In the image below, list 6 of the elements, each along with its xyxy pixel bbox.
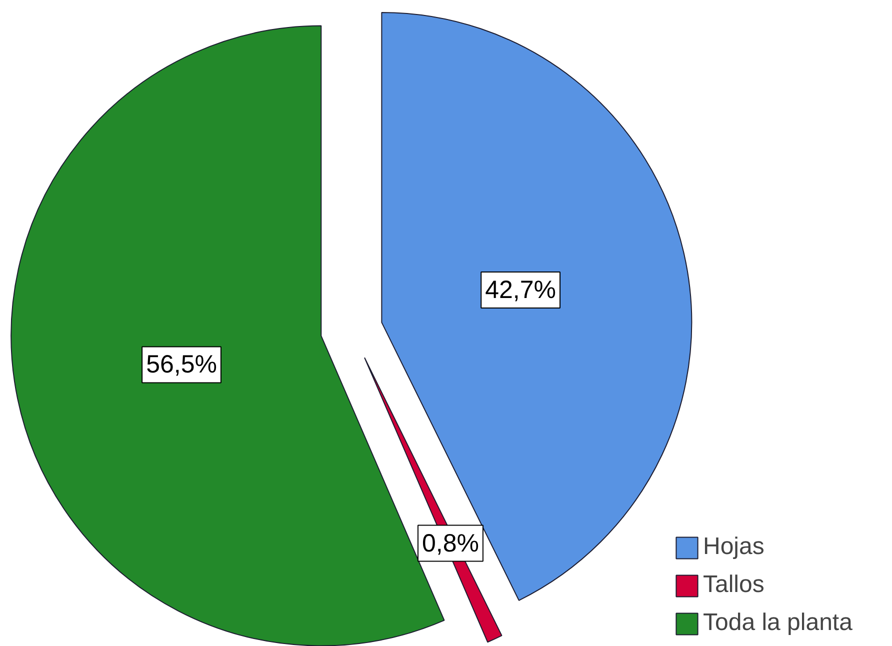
data-label: 0,8% <box>422 529 479 558</box>
data-label: 42,7% <box>485 276 556 304</box>
legend-label: Toda la planta <box>703 609 852 637</box>
legend-label: Tallos <box>703 571 764 599</box>
legend-label: Hojas <box>703 533 764 561</box>
data-label: 56,5% <box>146 350 217 379</box>
